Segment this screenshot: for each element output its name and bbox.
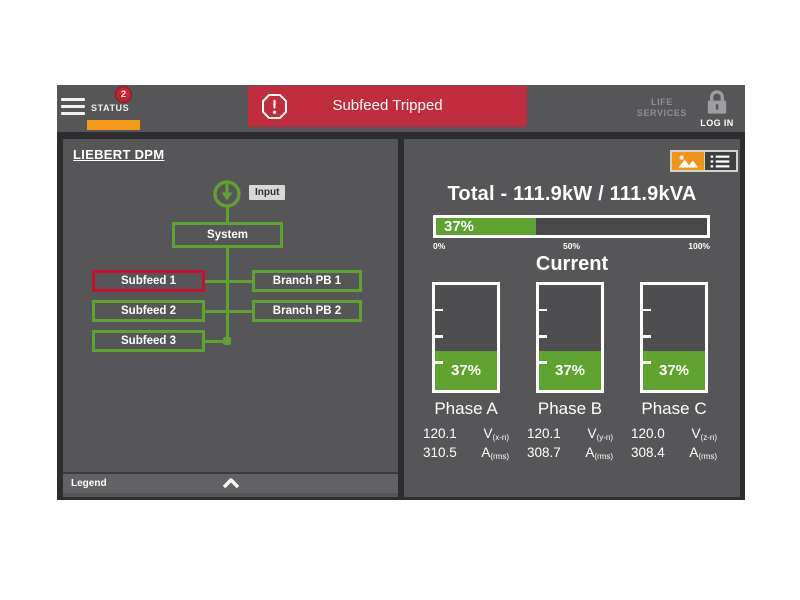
input-label: Input <box>249 185 286 200</box>
wire-subfeed1 <box>205 279 229 283</box>
wire-junction-dot <box>223 337 231 345</box>
status-label: STATUS <box>91 103 130 113</box>
phase-b-gauge: 37% <box>536 282 604 393</box>
gauge-tick <box>539 361 547 364</box>
chevron-up-icon <box>222 478 239 489</box>
wire-branch2 <box>227 309 252 313</box>
phase-c-current: 308.4 A(rms) <box>631 445 717 461</box>
list-view-icon <box>710 155 730 167</box>
phase-b-label: Phase B <box>537 399 603 418</box>
login-label: LOG IN <box>700 118 734 128</box>
lock-icon <box>707 90 727 114</box>
wire-input-system <box>225 205 229 222</box>
scale-0: 0% <box>433 241 446 251</box>
phase-c-gauge: 37% <box>640 282 708 393</box>
wire-subfeed2 <box>205 309 229 313</box>
view-toggle <box>670 150 738 172</box>
legend-expander[interactable]: Legend <box>63 472 398 493</box>
wire-subfeed3 <box>205 339 229 343</box>
gauge-tick <box>643 335 651 338</box>
legend-label: Legend <box>71 478 107 489</box>
alert-banner[interactable]: Subfeed Tripped <box>248 86 527 127</box>
liebert-dpm-app: STATUS 2 Subfeed Tripped LIFE SERVICES <box>57 85 745 500</box>
phase-c-label: Phase C <box>641 399 707 418</box>
node-subfeed-3[interactable]: Subfeed 3 <box>92 330 205 352</box>
node-branch-pb-1[interactable]: Branch PB 1 <box>252 270 362 292</box>
phase-a-label: Phase A <box>434 399 498 418</box>
node-subfeed-2[interactable]: Subfeed 2 <box>92 300 205 322</box>
node-branch-pb-2[interactable]: Branch PB 2 <box>252 300 362 322</box>
phase-a-gauge: 37% <box>432 282 500 393</box>
phase-b-gauge-fill: 37% <box>539 351 601 390</box>
phase-c-percent: 37% <box>658 362 690 380</box>
scale-50: 50% <box>562 241 580 251</box>
phase-a-current: 310.5 A(rms) <box>423 445 509 461</box>
scale-100: 100% <box>688 241 710 251</box>
wire-branch1 <box>227 279 252 283</box>
phase-c-column: 37% Phase C 120.0 V(z-n) 308.4 A(rms) <box>624 282 724 461</box>
status-alarm-badge: 2 <box>115 86 132 103</box>
list-view-button[interactable] <box>704 152 736 170</box>
node-system[interactable]: System <box>172 222 283 248</box>
wire-trunk <box>225 248 229 342</box>
phase-b-voltage: 120.1 V(y-n) <box>527 426 613 442</box>
gauge-tick <box>435 308 443 312</box>
phase-b-percent: 37% <box>554 362 586 380</box>
login-button[interactable]: LOG IN <box>695 87 739 131</box>
life-services-label: LIFE SERVICES <box>636 97 687 118</box>
graphic-view-button[interactable] <box>672 152 704 170</box>
metering-panel: Total - 111.9kW / 111.9kVA 37% 0% 50% 10… <box>404 139 740 497</box>
alert-text: Subfeed Tripped <box>332 97 443 114</box>
gauge-tick <box>435 361 443 364</box>
total-load-percent: 37% <box>444 218 475 235</box>
phase-a-gauge-fill: 37% <box>435 351 497 390</box>
status-nav[interactable]: STATUS 2 <box>87 85 143 132</box>
alert-octagon-icon <box>262 94 287 119</box>
node-subfeed-1[interactable]: Subfeed 1 <box>92 270 205 292</box>
total-load-bar: 37% <box>433 215 710 238</box>
phase-c-gauge-fill: 37% <box>643 351 705 390</box>
image-view-icon <box>678 155 698 167</box>
gauge-tick <box>435 335 443 338</box>
phase-b-column: 37% Phase B 120.1 V(y-n) 308.7 A(rms) <box>520 282 620 461</box>
current-section-title: Current <box>535 253 609 275</box>
phase-a-voltage: 120.1 V(x-n) <box>423 426 509 442</box>
gauge-tick <box>643 308 651 312</box>
gauge-tick <box>643 361 651 364</box>
phase-b-current: 308.7 A(rms) <box>527 445 613 461</box>
menu-icon[interactable] <box>61 98 85 117</box>
gauge-tick <box>539 308 547 312</box>
total-power-title: Total - 111.9kW / 111.9kVA <box>447 183 697 205</box>
gauge-tick <box>539 335 547 338</box>
device-title: LIEBERT DPM <box>73 147 165 162</box>
status-active-underline <box>87 120 140 130</box>
total-load-fill: 37% <box>436 218 537 235</box>
phase-a-percent: 37% <box>450 362 482 380</box>
oneline-diagram-panel: LIEBERT DPM Input System Subfeed 1 Subfe… <box>63 139 398 497</box>
top-bar: STATUS 2 Subfeed Tripped LIFE SERVICES <box>57 85 745 132</box>
phase-a-column: 37% Phase A 120.1 V(x-n) 310.5 A(rms) <box>416 282 516 461</box>
phase-c-voltage: 120.0 V(z-n) <box>631 426 717 442</box>
